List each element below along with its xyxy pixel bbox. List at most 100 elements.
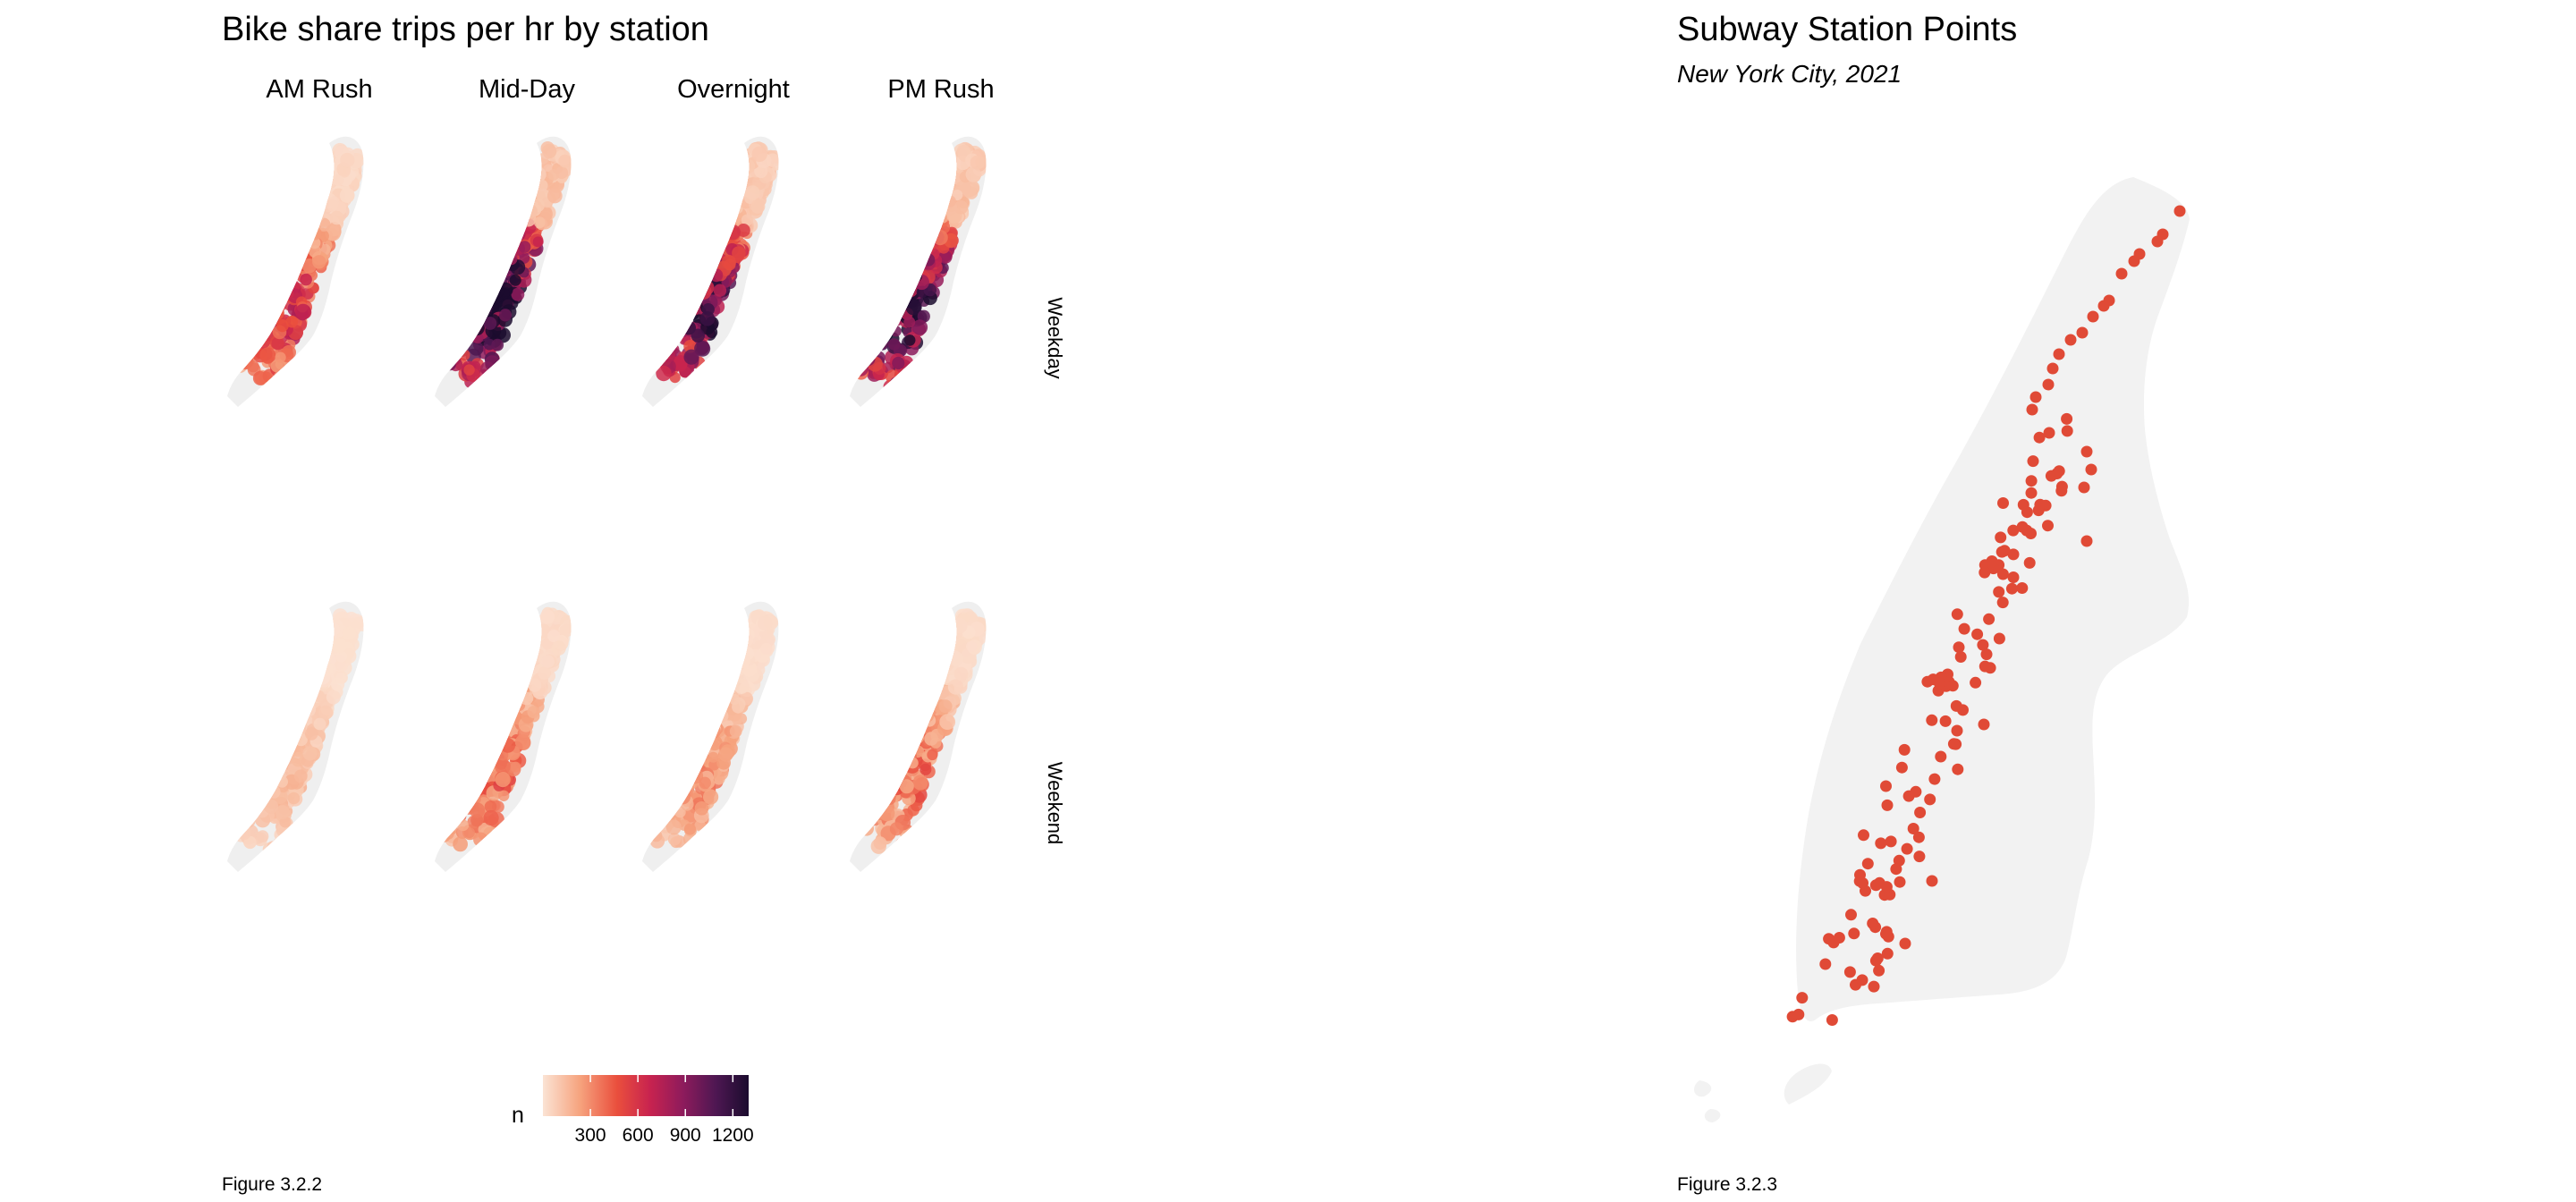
station-dot <box>684 749 697 762</box>
station-dot <box>887 338 901 351</box>
station-dot <box>517 659 534 675</box>
station-dot <box>276 263 291 277</box>
station-dot <box>936 192 949 204</box>
station-dot <box>271 267 287 283</box>
station-dot <box>861 351 876 366</box>
station-dot <box>665 309 679 323</box>
subway-station-point <box>1924 793 1936 806</box>
station-dot <box>494 233 510 249</box>
station-dot <box>460 766 476 783</box>
station-dot <box>921 253 936 267</box>
station-dot <box>296 217 309 230</box>
station-dot <box>852 360 869 377</box>
station-dot <box>458 306 470 318</box>
station-dot <box>894 729 911 745</box>
station-dot <box>511 688 522 699</box>
station-dot <box>730 645 747 661</box>
station-dot <box>478 768 491 782</box>
station-dot <box>268 732 284 747</box>
subway-station-point <box>1858 829 1869 842</box>
station-dot <box>888 284 904 300</box>
station-dot <box>465 303 477 315</box>
station-dot <box>439 354 455 370</box>
station-dot <box>511 287 525 301</box>
station-dot <box>301 687 314 700</box>
station-dot <box>320 174 334 186</box>
station-dot <box>932 198 945 209</box>
station-dot <box>712 211 724 224</box>
station-dot <box>916 244 928 256</box>
station-dot <box>498 268 510 280</box>
station-dot <box>901 262 915 276</box>
facet-row-label-weekend: Weekend <box>1044 762 1066 845</box>
station-dot <box>720 213 733 225</box>
station-dot <box>338 165 351 178</box>
station-dot <box>513 679 526 693</box>
station-dot <box>715 231 726 243</box>
station-dot <box>461 311 473 324</box>
station-dot <box>928 213 944 228</box>
station-dot <box>269 765 284 780</box>
station-dot <box>674 282 687 295</box>
station-dot <box>904 241 921 257</box>
station-dot <box>305 657 321 673</box>
subway-station-point <box>2087 310 2099 323</box>
station-dot <box>233 795 250 811</box>
subway-station-point <box>1843 966 1856 978</box>
facet-panel-weekend-pm-rush <box>850 601 987 872</box>
station-dot <box>515 669 529 681</box>
subway-station-point <box>2097 300 2110 312</box>
station-dot <box>903 269 918 284</box>
station-dot <box>475 733 488 746</box>
station-dot <box>929 220 941 232</box>
station-dot <box>257 777 273 793</box>
subway-station-point <box>1946 680 1959 692</box>
station-dot <box>270 741 283 753</box>
station-dot <box>878 766 891 779</box>
station-dot <box>728 663 743 678</box>
station-dot <box>691 281 706 296</box>
subway-station-point <box>1910 785 1922 798</box>
facet-col-label-overnight: Overnight <box>677 75 790 104</box>
station-dot <box>709 268 724 283</box>
station-dot <box>255 750 272 767</box>
station-dot <box>296 221 309 234</box>
station-dot <box>253 776 267 790</box>
station-dot <box>914 222 928 235</box>
station-dot <box>514 212 526 224</box>
station-dot <box>263 740 277 755</box>
station-dot <box>851 819 868 836</box>
station-dot <box>887 772 902 787</box>
station-dot <box>506 209 518 221</box>
station-dot <box>287 720 302 735</box>
station-dot <box>502 212 518 228</box>
station-dot <box>923 688 938 703</box>
station-dot <box>716 199 732 216</box>
station-dot <box>291 701 302 713</box>
station-dot <box>732 171 746 186</box>
station-dot <box>718 747 733 762</box>
station-dot <box>486 718 500 732</box>
station-dot <box>312 198 326 212</box>
station-dot <box>299 700 311 713</box>
station-dot <box>677 769 693 785</box>
subway-station-point <box>1993 632 2005 645</box>
station-dot <box>668 315 684 332</box>
station-dot <box>289 260 302 274</box>
station-dot <box>256 334 271 349</box>
station-dot <box>299 688 311 700</box>
station-dot <box>884 314 898 328</box>
station-dot <box>481 278 498 294</box>
station-dot <box>944 195 956 207</box>
station-dot <box>482 724 496 738</box>
station-dot <box>654 331 670 347</box>
station-dot <box>709 693 726 709</box>
station-dot <box>691 716 705 730</box>
station-dot <box>666 326 680 340</box>
station-dot <box>277 742 291 756</box>
station-dot <box>314 668 331 685</box>
station-dot <box>458 329 474 345</box>
station-dot <box>275 253 291 267</box>
station-dot <box>929 658 945 674</box>
station-dot <box>293 215 309 230</box>
